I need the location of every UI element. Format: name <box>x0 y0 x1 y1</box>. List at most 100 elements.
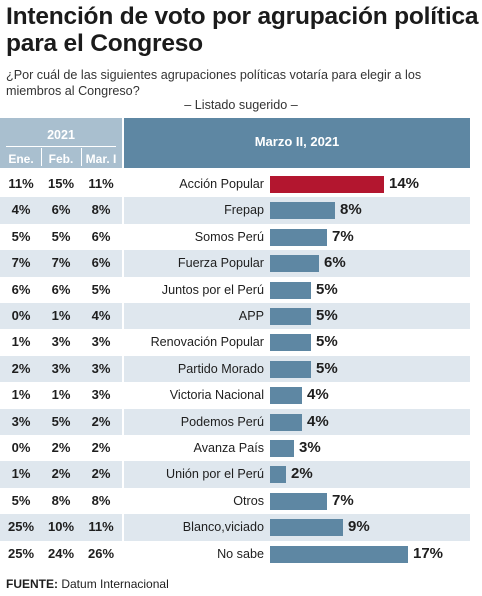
col-header-feb: Feb. <box>48 152 74 166</box>
history-value-ene: 7% <box>11 255 31 271</box>
bar-value-label: 8% <box>340 201 362 219</box>
bar-value-label: 9% <box>348 518 370 536</box>
bar-value-label: 14% <box>389 175 420 192</box>
history-header <box>0 118 122 168</box>
history-value-mar1: 5% <box>91 281 111 297</box>
history-value-ene: 25% <box>7 545 35 561</box>
table-row: 25% 24% 26% No sabe 17% <box>0 541 470 567</box>
party-label: Acción Popular <box>179 177 264 191</box>
bar <box>270 466 286 484</box>
table-row: 5% 5% 6% Somos Perú 7% <box>0 224 470 250</box>
current-period-header <box>124 118 470 168</box>
table-row: 1% 2% 2% Unión por el Perú 2% <box>0 461 470 488</box>
row-background <box>0 408 122 435</box>
history-value-feb: 1% <box>51 387 71 403</box>
year-header: 2021 <box>47 128 75 142</box>
source-label: FUENTE: <box>6 577 58 591</box>
table-row: 7% 7% 6% Fuerza Popular 6% <box>0 250 470 277</box>
table-row: 2% 3% 3% Partido Morado 5% <box>0 355 470 383</box>
survey-question: ¿Por cuál de las siguientes agrupaciones… <box>6 68 422 98</box>
bar <box>270 545 408 563</box>
party-label: Victoria Nacional <box>169 388 264 403</box>
history-value-feb: 24% <box>47 545 75 561</box>
history-value-feb: 3% <box>51 360 71 376</box>
table-row: 1% 1% 3% Victoria Nacional 4% <box>0 382 470 408</box>
history-value-ene: 6% <box>11 281 31 297</box>
bar <box>270 202 335 220</box>
history-value-ene: 0% <box>11 440 31 455</box>
party-label: APP <box>238 309 264 323</box>
history-value-feb: 6% <box>51 281 71 297</box>
party-label: Juntos por el Perú <box>161 282 264 297</box>
table-row: 0% 2% 2% Avanza País 3% <box>0 435 470 461</box>
history-value-mar1: 2% <box>91 466 111 482</box>
party-label: Fuerza Popular <box>177 256 264 271</box>
party-label: Frepap <box>224 203 264 218</box>
history-value-feb: 5% <box>51 228 71 244</box>
history-value-feb: 8% <box>51 492 71 508</box>
history-value-mar1: 2% <box>91 413 111 429</box>
history-value-feb: 5% <box>51 413 71 429</box>
history-value-ene: 11% <box>8 176 34 191</box>
party-label: Partido Morado <box>177 361 264 376</box>
bar <box>270 334 311 352</box>
bar <box>270 176 384 193</box>
history-value-feb: 6% <box>51 202 71 218</box>
history-value-feb: 3% <box>51 334 71 350</box>
bar <box>270 228 327 246</box>
history-value-feb: 7% <box>51 255 71 271</box>
history-value-mar1: 11% <box>88 519 114 535</box>
bar-value-label: 5% <box>316 307 338 324</box>
history-value-ene: 1% <box>11 466 31 482</box>
bar-value-label: 17% <box>413 544 444 562</box>
col-divider <box>81 148 82 166</box>
bar <box>270 255 319 273</box>
bar <box>270 413 302 431</box>
party-label: Somos Perú <box>194 229 264 244</box>
table-row: 11% 15% 11% Acción Popular 14% <box>0 171 470 197</box>
bar <box>270 308 311 325</box>
bar-value-label: 6% <box>324 254 346 272</box>
history-value-mar1: 11% <box>88 176 114 191</box>
row-background <box>0 355 122 383</box>
history-value-mar1: 8% <box>91 492 111 508</box>
bar <box>270 360 311 378</box>
party-label: Otros <box>233 493 264 508</box>
history-value-mar1: 26% <box>87 545 115 561</box>
history-value-mar1: 4% <box>91 308 111 323</box>
bar-value-label: 7% <box>332 227 354 245</box>
bar-value-label: 2% <box>291 465 313 483</box>
history-value-ene: 4% <box>11 202 31 218</box>
history-value-mar1: 3% <box>91 387 111 403</box>
row-background <box>124 461 470 488</box>
source-note: FUENTE: Datum Internacional <box>6 577 169 591</box>
party-label: Podemos Perú <box>180 414 264 429</box>
history-value-mar1: 2% <box>91 440 111 455</box>
bar <box>270 492 327 510</box>
history-value-ene: 2% <box>11 360 31 376</box>
history-value-ene: 5% <box>11 492 31 508</box>
history-value-ene: 25% <box>7 519 35 535</box>
history-value-mar1: 8% <box>91 202 111 218</box>
history-value-ene: 0% <box>11 308 31 323</box>
bar-value-label: 3% <box>299 439 321 456</box>
history-value-mar1: 3% <box>91 334 111 350</box>
col-divider <box>41 148 42 166</box>
party-label: Renovación Popular <box>150 335 264 350</box>
table-row: 0% 1% 4% APP 5% <box>0 303 470 330</box>
table-row: 25% 10% 11% Blanco,viciado 9% <box>0 514 470 541</box>
history-value-ene: 5% <box>11 228 31 244</box>
history-value-feb: 10% <box>47 519 75 535</box>
bar-value-label: 5% <box>316 359 338 377</box>
party-label: Avanza País <box>193 441 264 455</box>
party-label: Unión por el Perú <box>165 467 264 482</box>
bar <box>270 440 294 457</box>
history-value-ene: 1% <box>11 334 31 350</box>
row-background <box>0 250 122 277</box>
suggested-list-note: – Listado sugerido – <box>184 98 298 112</box>
bar-value-label: 5% <box>316 333 338 351</box>
row-background <box>0 514 122 541</box>
row-background <box>0 197 122 224</box>
bar-value-label: 7% <box>332 491 354 509</box>
bar <box>270 281 311 299</box>
